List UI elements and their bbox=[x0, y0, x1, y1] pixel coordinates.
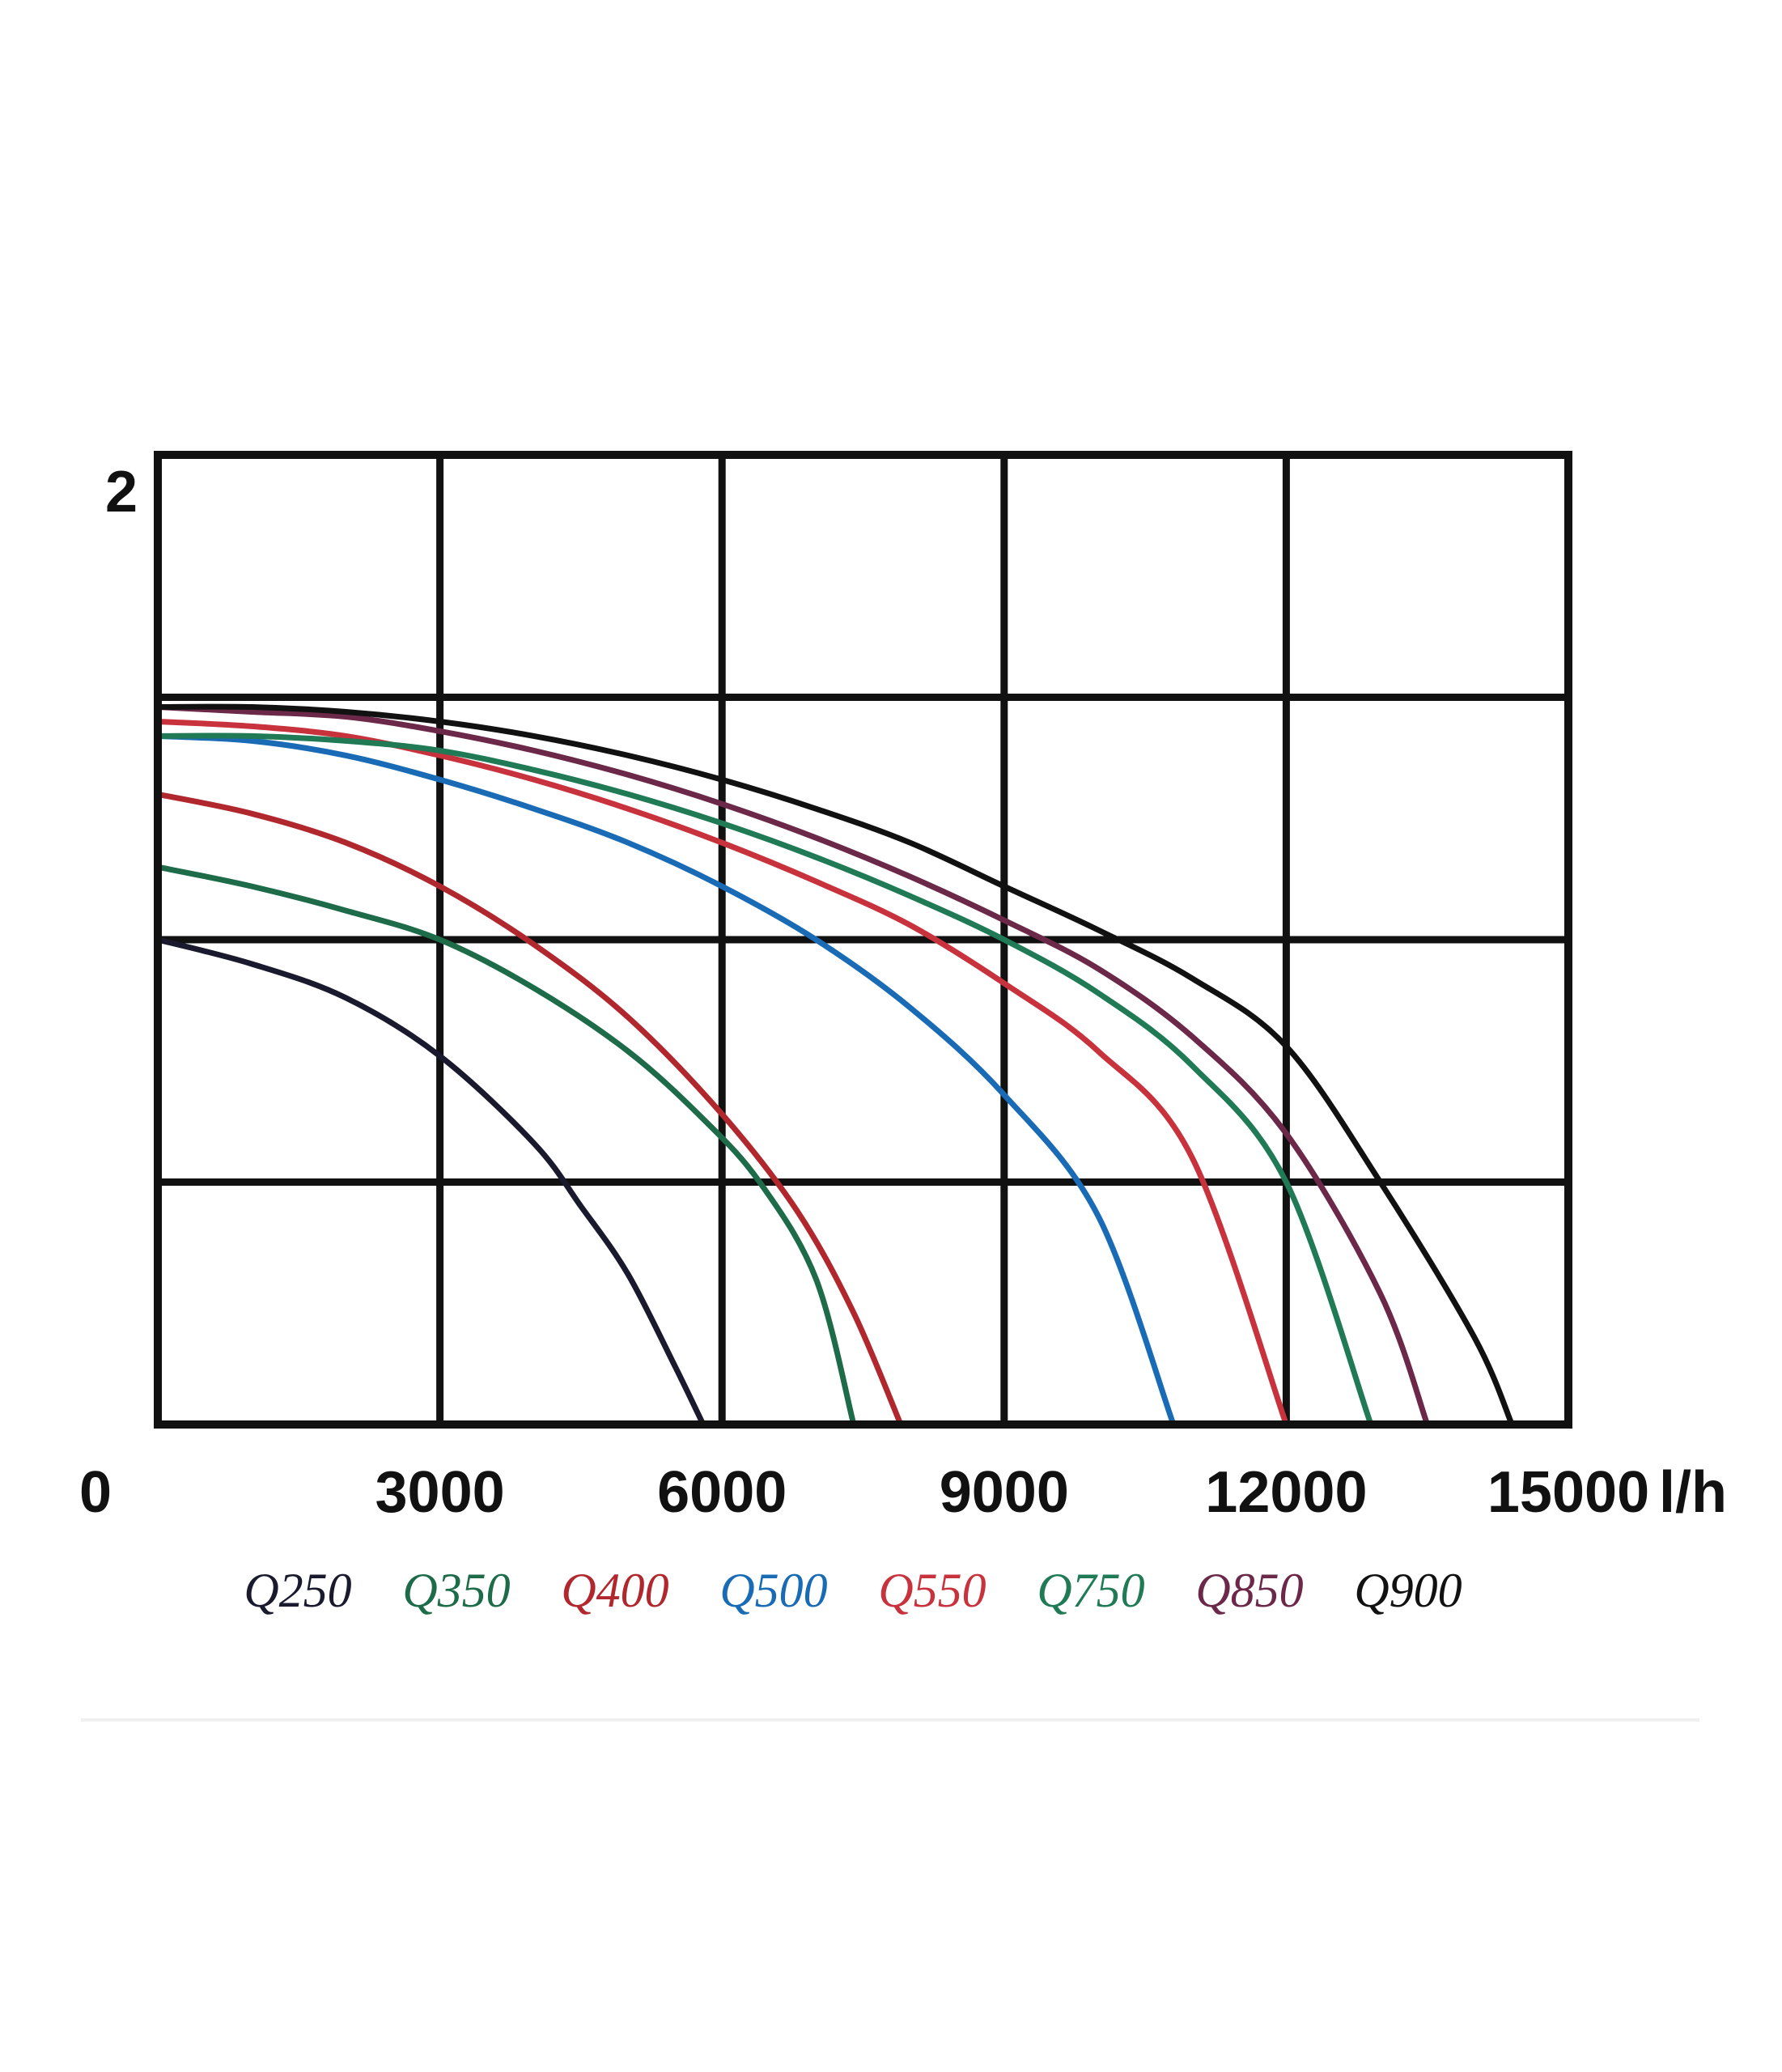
curve-q850 bbox=[155, 704, 1431, 1428]
x-tick-label-6000: 6000 bbox=[657, 1460, 787, 1525]
curve-q900 bbox=[155, 703, 1515, 1428]
legend-item-q350: Q350 bbox=[402, 1564, 510, 1617]
curve-q500 bbox=[155, 732, 1177, 1428]
curve-q250 bbox=[155, 936, 706, 1428]
legend-item-q250: Q250 bbox=[244, 1564, 351, 1617]
legend-item-q550: Q550 bbox=[878, 1564, 986, 1617]
legend: Q250 Q350 Q400 Q500 Q550 Q750 Q850 Q900 bbox=[244, 1564, 1462, 1617]
x-tick-label-12000: 12000 bbox=[1205, 1460, 1367, 1525]
y-axis-ticks: 2 bbox=[105, 460, 138, 524]
curve-q550 bbox=[155, 719, 1289, 1428]
curve-q400 bbox=[155, 791, 904, 1428]
curve-q350 bbox=[155, 864, 857, 1428]
x-axis-ticks: 0 3000 6000 9000 12000 15000 l/h bbox=[79, 1460, 1727, 1525]
x-tick-label-0: 0 bbox=[79, 1460, 112, 1525]
curve-q750 bbox=[155, 732, 1374, 1428]
legend-item-q500: Q500 bbox=[719, 1564, 827, 1617]
x-tick-label-9000: 9000 bbox=[940, 1460, 1069, 1525]
y-tick-label-2: 2 bbox=[105, 460, 138, 524]
legend-item-q750: Q750 bbox=[1037, 1564, 1144, 1617]
legend-item-q900: Q900 bbox=[1354, 1564, 1462, 1617]
x-tick-label-15000: 15000 bbox=[1487, 1460, 1649, 1525]
performance-curves bbox=[155, 703, 1515, 1428]
grid bbox=[158, 455, 1568, 1424]
x-tick-label-3000: 3000 bbox=[375, 1460, 505, 1525]
x-axis-unit: l/h bbox=[1659, 1460, 1727, 1525]
legend-item-q850: Q850 bbox=[1195, 1564, 1303, 1617]
legend-item-q400: Q400 bbox=[561, 1564, 668, 1617]
plot-frame bbox=[154, 451, 1572, 1429]
